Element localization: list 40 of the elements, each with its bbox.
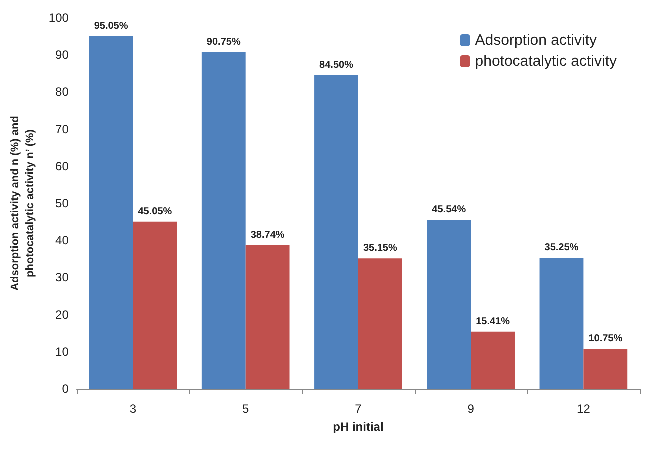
x-tick-label: 9 [468, 402, 475, 416]
bar [246, 245, 290, 389]
data-label: 38.74% [250, 230, 285, 241]
data-label: 45.05% [138, 206, 172, 218]
bar [584, 349, 628, 389]
data-label: 84.50% [320, 60, 354, 72]
bar [427, 220, 472, 389]
data-label: 90.75% [206, 36, 241, 48]
y-tick-label: 30 [56, 270, 70, 285]
y-tick-label: 50 [56, 196, 70, 210]
data-label: 45.54% [432, 204, 466, 216]
x-tick-label: 5 [242, 402, 250, 416]
legend-label: Adsorption activity [475, 32, 598, 49]
data-label: 15.41% [476, 316, 510, 328]
bar [471, 332, 515, 389]
y-tick-label: 60 [56, 159, 70, 174]
data-label: 35.25% [544, 242, 579, 254]
bar [89, 36, 134, 389]
legend-label: photocatalytic activity [475, 53, 618, 70]
bar [540, 258, 584, 389]
y-tick-label: 90 [56, 48, 70, 62]
data-label: 35.15% [363, 243, 398, 254]
x-axis-title: pH initial [333, 420, 384, 434]
y-tick-label: 40 [56, 234, 70, 248]
bar [358, 258, 402, 389]
x-tick-label: 12 [577, 402, 591, 416]
y-tick-label: 80 [56, 85, 70, 100]
data-label: 95.05% [94, 20, 128, 32]
y-tick-label: 70 [56, 122, 70, 136]
data-label: 10.75% [588, 334, 623, 345]
y-tick-label: 100 [48, 11, 70, 25]
bar [202, 52, 246, 389]
y-tick-label: 20 [56, 308, 70, 322]
y-tick-label: 10 [56, 344, 70, 359]
y-tick-label: 0 [62, 382, 70, 396]
y-axis-title: Adsorption activity and n (%) and photocatalytic activity n’ (%) [10, 116, 36, 291]
x-tick-label: 3 [130, 402, 137, 416]
bar [133, 222, 178, 389]
x-tick-label: 7 [355, 402, 362, 416]
bar [314, 76, 358, 389]
